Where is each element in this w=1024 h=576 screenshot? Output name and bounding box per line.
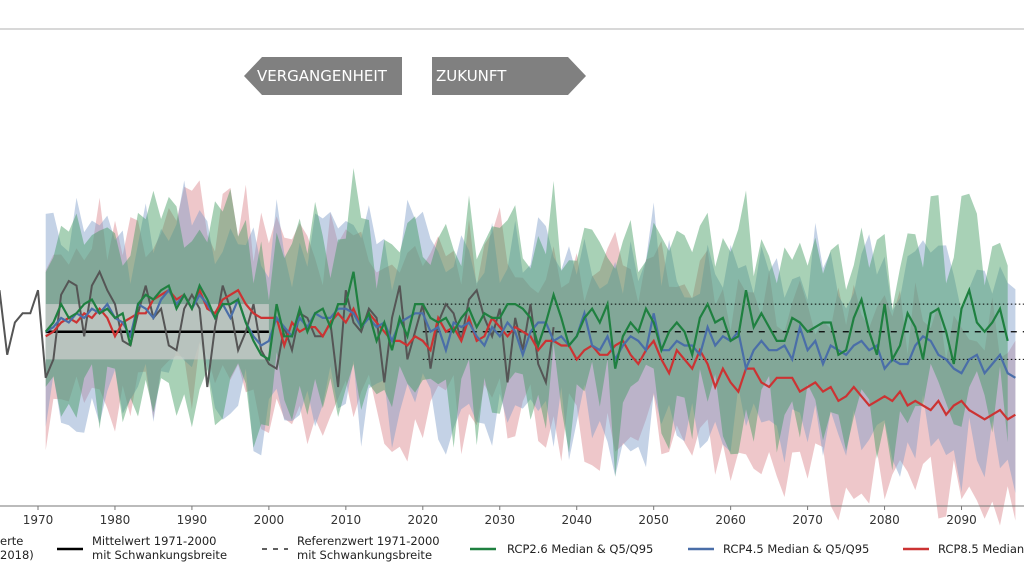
past-arrow-shape <box>244 57 402 95</box>
x-tick-label: 2060 <box>715 513 746 527</box>
x-tick-label: 2090 <box>946 513 977 527</box>
future-arrow-shape <box>432 57 586 95</box>
future-arrow-label: ZUKUNFT <box>436 67 507 85</box>
x-tick-label: 2000 <box>254 513 285 527</box>
legend-ref-label-2: mit Schwankungsbreite <box>297 548 432 562</box>
legend-ref-label: Referenzwert 1971-2000 <box>297 534 440 548</box>
x-tick-label: 2030 <box>484 513 515 527</box>
median-line-rcp26 <box>44 271 1009 369</box>
legend-observed-label: erte <box>0 534 23 548</box>
median-line-rcp45 <box>45 288 1016 379</box>
legend-rcp85-label: RCP8.5 Median <box>938 542 1024 556</box>
series-lines <box>0 269 1016 421</box>
median-line-rcp85 <box>45 287 1016 421</box>
x-tick-label: 1970 <box>23 513 54 527</box>
x-axis-ticks: 1970 1980 1990 2000 2010 2020 2030 2040 2050 2060… <box>23 506 977 527</box>
legend-rcp45-label: RCP4.5 Median & Q5/Q95 <box>723 542 869 556</box>
band-rcp85 <box>45 180 1016 526</box>
x-tick-label: 2050 <box>638 513 669 527</box>
future-arrow: ZUKUNFT <box>432 57 586 95</box>
x-tick-label: 2010 <box>331 513 362 527</box>
legend-observed-label-2: 2018) <box>0 548 34 562</box>
x-tick-label: 2040 <box>561 513 592 527</box>
x-tick-label: 1980 <box>100 513 131 527</box>
x-tick-label: 2080 <box>869 513 900 527</box>
legend-mean-label: Mittelwert 1971-2000 <box>92 534 216 548</box>
legend-rcp26-label: RCP2.6 Median & Q5/Q95 <box>507 542 653 556</box>
past-arrow: VERGANGENHEIT <box>244 57 402 95</box>
legend-mean-label-2: mit Schwankungsbreite <box>92 548 227 562</box>
past-arrow-label: VERGANGENHEIT <box>257 67 388 85</box>
x-tick-label: 1990 <box>177 513 208 527</box>
x-tick-label: 2070 <box>792 513 823 527</box>
x-tick-label: 2020 <box>408 513 439 527</box>
